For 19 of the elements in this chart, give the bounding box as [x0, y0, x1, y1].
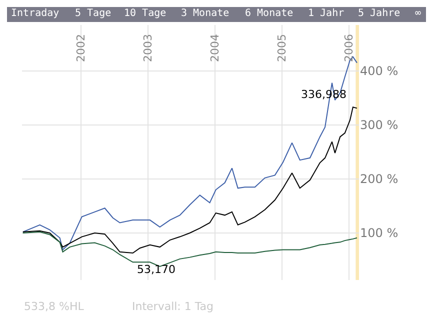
- x-tick-label: 2004: [208, 34, 222, 62]
- text: 5 Tage: [75, 8, 112, 19]
- line-series: [22, 106, 358, 254]
- text: ∞: [415, 8, 422, 19]
- annotation: 53,170: [137, 263, 176, 276]
- y-tick-label: 100 %: [360, 226, 398, 240]
- x-tick-label: 2003: [141, 34, 154, 62]
- y-tick-label: 400 %: [360, 64, 398, 78]
- y-tick-label: 300 %: [360, 118, 398, 132]
- text: 10 Tage: [124, 8, 166, 19]
- y-tick-label: 200 %: [360, 172, 398, 186]
- x-tick-label: 2006: [342, 34, 356, 62]
- x-tick-label: 2005: [276, 34, 289, 62]
- text: Intraday: [11, 8, 60, 19]
- text: 6 Monate: [245, 8, 294, 19]
- text: 5 Jahre: [358, 8, 400, 19]
- text: 3 Monate: [181, 8, 230, 19]
- text: 1 Jahr: [308, 8, 344, 19]
- x-tick-label: 2002: [74, 34, 88, 62]
